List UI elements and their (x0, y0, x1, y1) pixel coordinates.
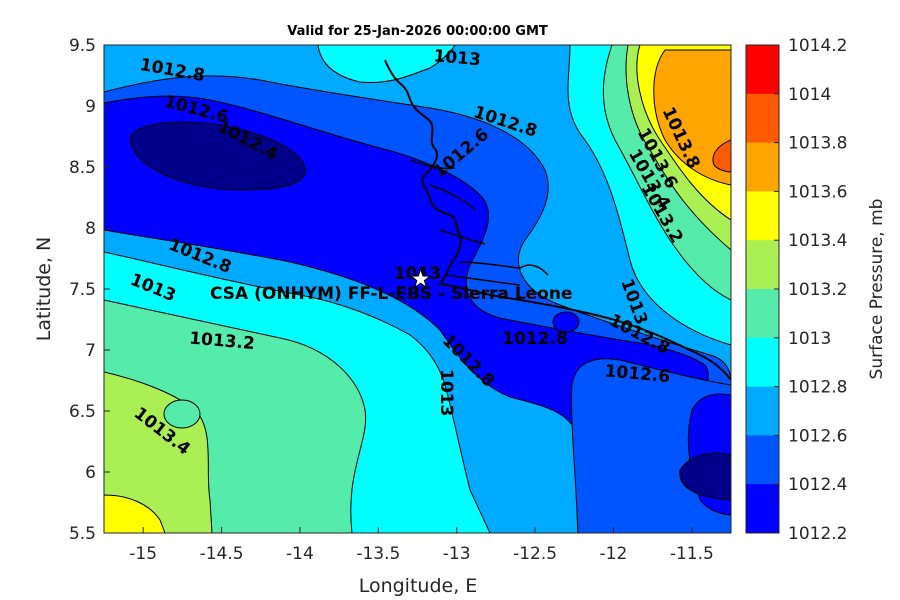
station-label: CSA (ONHYM) FF-L-EBS - Sierra Leone (210, 284, 573, 304)
x-tick-label: -14 (286, 544, 314, 564)
colorbar-segment (746, 45, 779, 95)
colorbar-segment (746, 289, 779, 339)
y-tick-label: 7 (85, 341, 96, 361)
pressure-pocket-1012-2 (129, 121, 306, 191)
contour-label: 1012.8 (502, 329, 568, 349)
colorbar-tick-label: 1014 (788, 85, 831, 105)
y-tick-label: 6 (85, 463, 96, 483)
coastline-detail (409, 159, 549, 286)
station-marker-group: CSA (ONHYM) FF-L-EBS - Sierra Leone (210, 267, 573, 304)
colorbar-tick-label: 1012.4 (788, 475, 847, 495)
colorbar-tick-labels: 1014.2 1014 1013.8 1013.6 1013.4 1013.2 1013 10… (774, 36, 847, 544)
colorbar-tick-label: 1013.4 (788, 231, 847, 251)
x-tick-label: -15 (129, 544, 157, 564)
pressure-band-1013-8 (653, 49, 731, 186)
y-axis-label: Latitude, N (33, 237, 55, 342)
contour-label: 1013 (394, 264, 441, 284)
colorbar-tick-label: 1012.2 (788, 524, 847, 544)
colorbar: 1014.2 1014 1013.8 1013.6 1013.4 1013.2 1013 10… (745, 36, 887, 544)
pressure-pocket-1013-2 (163, 399, 201, 429)
x-tick-label: -11.5 (670, 544, 714, 564)
y-tick-label: 9.5 (69, 36, 96, 56)
colorbar-tick-label: 1013.6 (788, 182, 847, 202)
x-tick-label: -13 (443, 544, 471, 564)
y-tick-label: 7.5 (69, 280, 96, 300)
y-axis-ticks: 9.5 9 8.5 8 7.5 7 6.5 6 5.5 (69, 36, 110, 544)
station-star-icon (409, 267, 432, 289)
colorbar-segment (746, 337, 779, 388)
colorbar-tick-label: 1013.2 (788, 280, 847, 300)
x-tick-label: -14.5 (200, 544, 244, 564)
contour-label: 1013 (433, 46, 482, 70)
colorbar-segment (746, 191, 779, 241)
contour-label: 1013 (436, 369, 456, 416)
plot-title: Valid for 25-Jan-2026 00:00:00 GMT (287, 24, 548, 39)
pressure-band-1013-6 (104, 494, 166, 533)
colorbar-tick-label: 1012.6 (788, 426, 847, 446)
pressure-pocket-1014 (712, 139, 731, 173)
pressure-pocket-1012-2 (679, 452, 731, 501)
colorbar-title: Surface Pressure, mb (867, 199, 887, 380)
colorbar-segment (746, 435, 779, 485)
coastline (384, 59, 731, 381)
y-tick-label: 5.5 (69, 524, 96, 544)
colorbar-segment (746, 240, 779, 290)
x-tick-label: -13.5 (356, 544, 400, 564)
y-tick-label: 8 (85, 219, 96, 239)
x-axis-ticks: -15 -14.5 -14 -13.5 -13 -12.5 -12 -11.5 (129, 527, 714, 564)
colorbar-tick-label: 1012.8 (788, 378, 847, 398)
colorbar-tick-label: 1014.2 (788, 36, 847, 56)
y-tick-label: 8.5 (69, 158, 96, 178)
colorbar-segment (746, 484, 779, 534)
colorbar-segment (746, 386, 779, 436)
colorbar-tick-label: 1013 (788, 329, 831, 349)
colorbar-tick-label: 1013.8 (788, 134, 847, 154)
pressure-pocket-1012-4 (552, 311, 580, 333)
y-tick-label: 6.5 (69, 402, 96, 422)
colorbar-segment (746, 142, 779, 192)
x-tick-label: -12.5 (513, 544, 557, 564)
x-axis-label: Longitude, E (359, 575, 478, 597)
x-tick-label: -12 (600, 544, 628, 564)
colorbar-segment (746, 93, 779, 144)
colorbar-segments (746, 45, 779, 534)
y-tick-label: 9 (85, 97, 96, 117)
